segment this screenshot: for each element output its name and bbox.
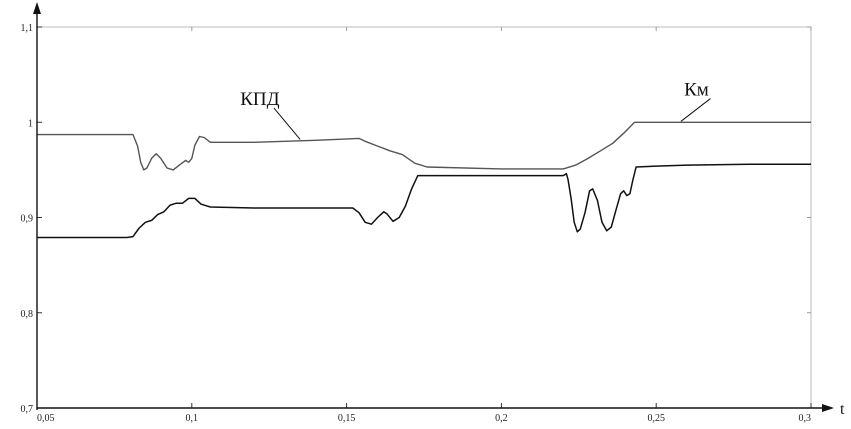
y-tick-label: 1,1 bbox=[21, 23, 34, 34]
series-line-2 bbox=[37, 163, 811, 239]
x-axis-variable-label: t bbox=[840, 401, 845, 418]
y-axis-arrowhead bbox=[33, 2, 41, 14]
x-tick-label: 0,3 bbox=[799, 413, 812, 424]
leader-line-1 bbox=[273, 107, 301, 140]
x-tick-label: 0,25 bbox=[647, 413, 665, 424]
x-tick-label: 0,15 bbox=[338, 413, 356, 424]
x-axis-ticks: 0,05 0,1 0,15 0,2 0,25 0,3 bbox=[36, 27, 812, 424]
x-tick-label: 0,05 bbox=[37, 413, 55, 424]
x-axis-arrowhead bbox=[822, 404, 834, 412]
y-tick-label: 0,8 bbox=[21, 309, 34, 320]
leader-line-2 bbox=[680, 98, 711, 122]
series-label-2: Км bbox=[684, 80, 709, 101]
y-tick-label: 0,7 bbox=[21, 404, 34, 415]
x-tick-label: 0,2 bbox=[495, 413, 508, 424]
annotations: КПД Км bbox=[240, 80, 711, 140]
y-tick-label: 1 bbox=[28, 118, 33, 129]
series-line-1 bbox=[37, 121, 811, 171]
x-tick-label: 0,1 bbox=[186, 413, 199, 424]
series-label-1: КПД bbox=[240, 89, 279, 110]
y-tick-label: 0,9 bbox=[21, 214, 34, 225]
series-lines bbox=[37, 121, 811, 239]
